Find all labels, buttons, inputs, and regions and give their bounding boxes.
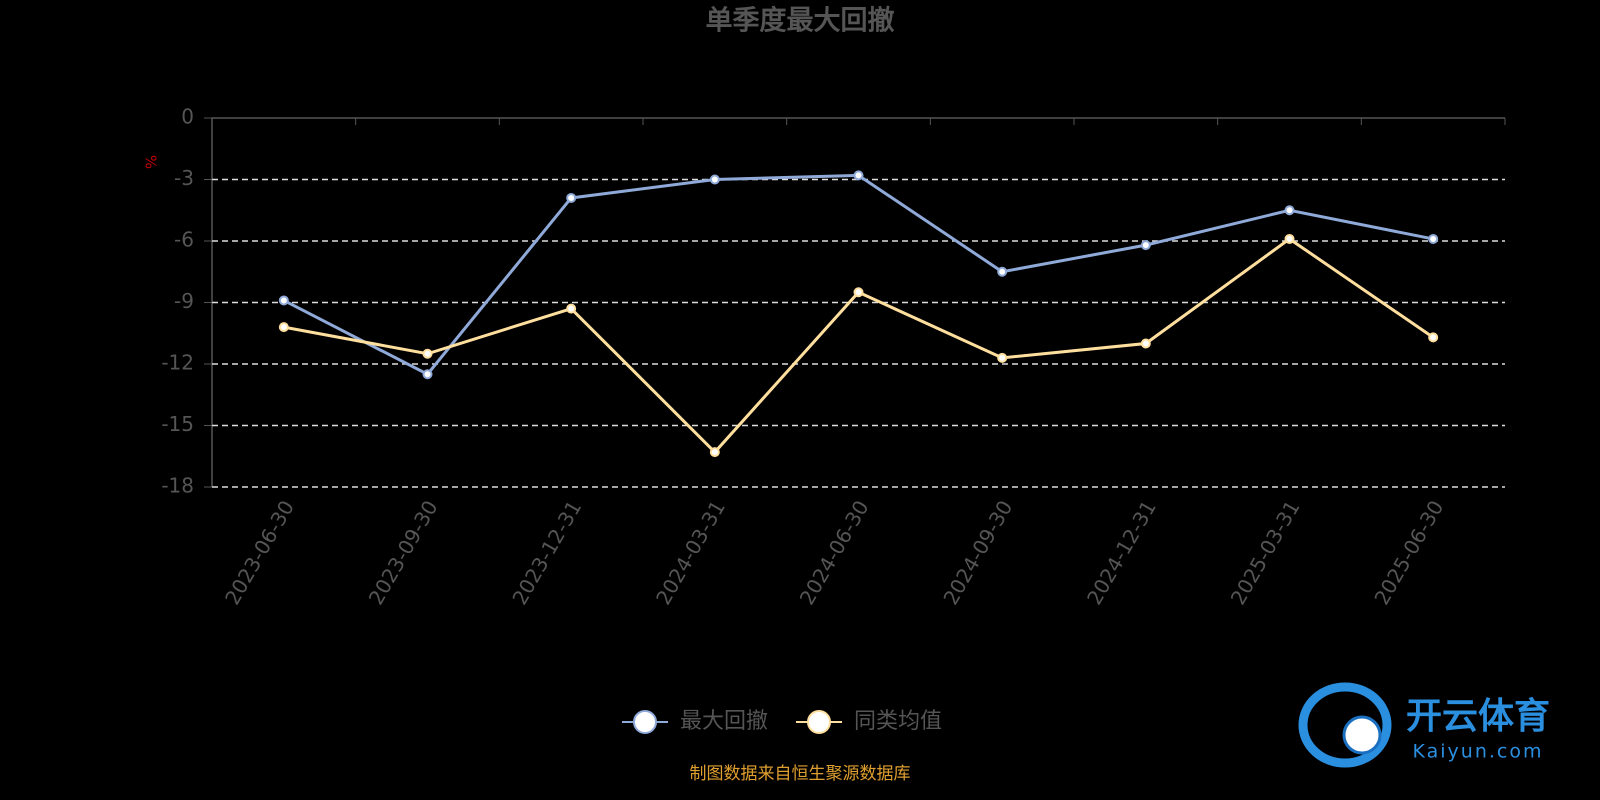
data-point	[853, 287, 864, 298]
data-point	[278, 295, 289, 306]
legend-item[interactable]: 最大回撤	[622, 709, 768, 734]
data-point	[997, 266, 1008, 277]
data-point	[1140, 240, 1151, 251]
data-point	[278, 322, 289, 333]
x-tick-label: 2023-06-30	[220, 496, 299, 609]
y-tick-label: -12	[161, 351, 194, 375]
data-point	[1428, 233, 1439, 244]
watermark-logo	[1298, 682, 1392, 768]
source-note: 制图数据来自恒生聚源数据库	[690, 764, 911, 784]
data-point	[422, 369, 433, 380]
data-point	[997, 352, 1008, 363]
y-tick-label: 0	[181, 105, 194, 129]
y-tick-label: -6	[174, 228, 194, 252]
watermark-ball	[1342, 715, 1382, 755]
watermark-brand: 开云体育	[1406, 696, 1550, 737]
watermark-site: Kaiyun.com	[1413, 741, 1544, 763]
x-tick-label: 2023-09-30	[364, 496, 443, 609]
data-point	[1428, 332, 1439, 343]
data-point	[422, 348, 433, 359]
watermark: 开云体育 Kaiyun.com	[1298, 682, 1550, 768]
x-tick-label: 2024-03-31	[651, 496, 730, 609]
y-tick-label: -15	[161, 412, 194, 436]
y-axis-label: %	[142, 155, 160, 169]
legend-label: 最大回撤	[680, 709, 768, 734]
x-tick-label: 2024-12-31	[1082, 496, 1161, 609]
data-point	[1140, 338, 1151, 349]
chart-title: 单季度最大回撤	[706, 5, 895, 37]
data-point	[1284, 233, 1295, 244]
data-point	[709, 447, 720, 458]
y-tick-label: -18	[161, 474, 194, 498]
legend-item[interactable]: 同类均值	[796, 709, 942, 734]
y-tick-label: -3	[174, 166, 194, 190]
legend-marker	[633, 710, 657, 734]
legend-label: 同类均值	[854, 709, 942, 734]
legend-marker	[807, 710, 831, 734]
data-point	[709, 174, 720, 185]
x-tick-label: 2025-03-31	[1226, 496, 1305, 609]
x-tick-label: 2025-06-30	[1369, 496, 1448, 609]
data-point	[1284, 205, 1295, 216]
y-tick-label: -9	[174, 289, 194, 313]
x-tick-label: 2024-09-30	[938, 496, 1017, 609]
data-point	[566, 303, 577, 314]
x-tick-label: 2024-06-30	[795, 496, 874, 609]
x-tick-label: 2023-12-31	[507, 496, 586, 609]
data-point	[853, 170, 864, 181]
data-point	[566, 192, 577, 203]
series-line	[283, 237, 1435, 455]
